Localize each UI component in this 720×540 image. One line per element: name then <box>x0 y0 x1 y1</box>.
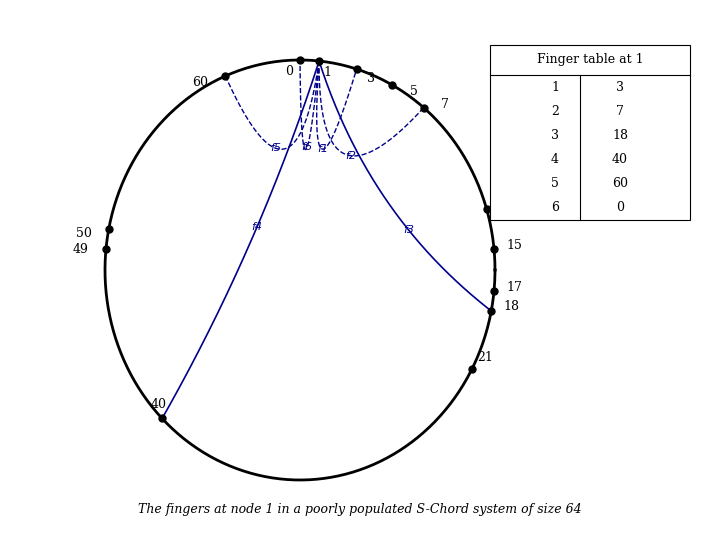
Text: 60: 60 <box>612 177 628 190</box>
Text: 0: 0 <box>285 65 293 78</box>
Text: 60: 60 <box>192 76 208 89</box>
Text: 18: 18 <box>503 300 519 313</box>
Text: f2: f2 <box>345 151 356 160</box>
Text: f3: f3 <box>403 225 415 235</box>
Text: 50: 50 <box>76 227 91 240</box>
Text: Finger table at 1: Finger table at 1 <box>536 53 643 66</box>
Text: 40: 40 <box>612 153 628 166</box>
Text: f1: f1 <box>317 144 328 154</box>
Text: 1: 1 <box>324 66 332 79</box>
Text: 17: 17 <box>506 281 522 294</box>
Text: The fingers at node 1 in a poorly populated S-Chord system of size 64: The fingers at node 1 in a poorly popula… <box>138 503 582 516</box>
Text: 13: 13 <box>499 198 515 211</box>
Text: 5: 5 <box>410 85 418 98</box>
Text: 2: 2 <box>551 105 559 118</box>
Text: 3: 3 <box>616 80 624 93</box>
Text: f5: f5 <box>270 143 281 153</box>
Text: 7: 7 <box>441 98 449 111</box>
Bar <box>490 45 690 220</box>
Text: 21: 21 <box>477 350 493 363</box>
Text: 1: 1 <box>551 80 559 93</box>
Text: 7: 7 <box>616 105 624 118</box>
Text: 18: 18 <box>612 129 628 142</box>
Text: f6: f6 <box>302 143 312 152</box>
Text: 4: 4 <box>551 153 559 166</box>
Text: 6: 6 <box>551 201 559 214</box>
Text: f4: f4 <box>251 222 263 232</box>
Text: 0: 0 <box>616 201 624 214</box>
Text: 3: 3 <box>551 129 559 142</box>
Text: 5: 5 <box>551 177 559 190</box>
Text: 3: 3 <box>367 72 375 85</box>
Text: 40: 40 <box>150 399 166 411</box>
Text: 15: 15 <box>506 239 522 252</box>
Text: 49: 49 <box>73 243 89 256</box>
